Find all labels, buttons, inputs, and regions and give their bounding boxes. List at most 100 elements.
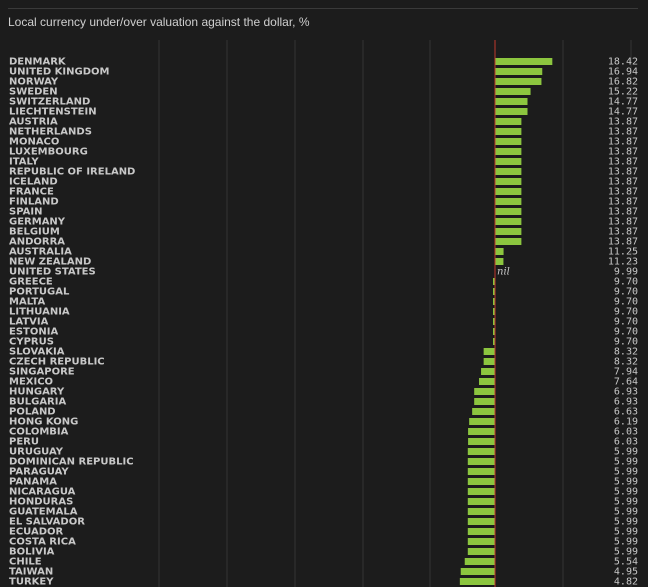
bar-australia	[495, 248, 504, 255]
bar-paraguay	[467, 468, 495, 475]
category-label: NICARAGUA	[9, 487, 76, 498]
bar-el-salvador	[467, 518, 495, 525]
value-label: 13.87	[608, 227, 638, 238]
value-label: 13.87	[608, 157, 638, 168]
value-label: 5.99	[614, 537, 638, 548]
value-label: 8.32	[614, 347, 638, 358]
category-label: UNITED KINGDOM	[9, 67, 109, 78]
bar-taiwan	[460, 568, 495, 575]
category-label: ANDORRA	[9, 237, 65, 248]
category-label: AUSTRALIA	[9, 247, 72, 258]
category-label: SPAIN	[9, 207, 42, 218]
value-label: 13.87	[608, 177, 638, 188]
bar-estonia	[493, 328, 496, 335]
value-label: 6.93	[614, 397, 638, 408]
value-label: 9.70	[614, 337, 638, 348]
value-label: 16.94	[608, 67, 638, 78]
bar-netherlands	[495, 128, 522, 135]
category-label: PARAGUAY	[9, 467, 69, 478]
bar-singapore	[481, 368, 495, 375]
bar-honduras	[467, 498, 495, 505]
chart-title: Local currency under/over valuation agai…	[8, 15, 310, 29]
value-label: 13.87	[608, 137, 638, 148]
category-label: LIECHTENSTEIN	[9, 107, 97, 118]
category-label: TAIWAN	[9, 567, 53, 578]
bar-peru	[468, 438, 495, 445]
category-label: SINGAPORE	[9, 367, 75, 378]
category-label: FINLAND	[9, 197, 59, 208]
bar-germany	[495, 218, 522, 225]
bar-belgium	[495, 228, 522, 235]
value-label: 7.94	[614, 367, 638, 378]
category-label: PORTUGAL	[9, 287, 70, 298]
value-label: 9.70	[614, 287, 638, 298]
bar-nicaragua	[467, 488, 495, 495]
category-label: DENMARK	[9, 57, 67, 68]
category-label: DOMINICAN REPUBLIC	[9, 457, 134, 468]
category-label: REPUBLIC OF IRELAND	[9, 167, 135, 178]
value-label: 6.93	[614, 387, 638, 398]
value-label: 6.63	[614, 407, 638, 418]
value-label: 9.70	[614, 327, 638, 338]
bar-france	[495, 188, 522, 195]
value-label: 5.99	[614, 447, 638, 458]
reference-label: nil	[497, 267, 510, 278]
category-label: FRANCE	[9, 187, 54, 198]
category-label: HONDURAS	[9, 497, 73, 508]
bar-costa-rica	[467, 538, 495, 545]
bar-mexico	[479, 378, 495, 385]
category-label: MALTA	[9, 297, 45, 308]
bar-republic-of-ireland	[495, 168, 522, 175]
value-label: 9.70	[614, 277, 638, 288]
value-label: 4.82	[614, 577, 638, 587]
category-label: PANAMA	[9, 477, 57, 488]
category-label: UNITED STATES	[9, 267, 96, 278]
bar-hong-kong	[469, 418, 495, 425]
bar-poland	[472, 408, 495, 415]
value-label: 6.03	[614, 427, 638, 438]
value-label: 11.25	[608, 247, 638, 258]
category-label: URUGUAY	[9, 447, 64, 458]
category-label: COLOMBIA	[9, 427, 69, 438]
bar-norway	[495, 78, 542, 85]
bar-cyprus	[493, 338, 496, 345]
bar-bulgaria	[474, 398, 495, 405]
bar-monaco	[495, 138, 522, 145]
value-label: 9.99	[614, 267, 638, 278]
bar-united-kingdom	[495, 68, 543, 75]
bar-guatemala	[467, 508, 495, 515]
bar-hungary	[474, 388, 495, 395]
bar-malta	[493, 298, 496, 305]
category-label: BULGARIA	[9, 397, 66, 408]
bar-greece	[493, 278, 496, 285]
category-label: COSTA RICA	[9, 537, 76, 548]
value-label: 5.99	[614, 507, 638, 518]
bar-slovakia	[483, 348, 495, 355]
bar-denmark	[495, 58, 553, 65]
category-label: PERU	[9, 437, 39, 448]
bar-uruguay	[467, 448, 495, 455]
value-label: 5.99	[614, 547, 638, 558]
value-label: 13.87	[608, 207, 638, 218]
value-label: 15.22	[608, 87, 638, 98]
bar-liechtenstein	[495, 108, 528, 115]
category-label: NEW ZEALAND	[9, 257, 91, 268]
category-label: HUNGARY	[9, 387, 65, 398]
category-label: LATVIA	[9, 317, 49, 328]
bar-portugal	[493, 288, 496, 295]
category-label: TURKEY	[9, 577, 54, 587]
value-label: 9.70	[614, 317, 638, 328]
category-label: LITHUANIA	[9, 307, 70, 318]
bar-latvia	[493, 318, 496, 325]
value-label: 13.87	[608, 187, 638, 198]
bar-czech-republic	[483, 358, 495, 365]
category-label: CYPRUS	[9, 337, 54, 348]
category-label: SWITZERLAND	[9, 97, 90, 108]
value-label: 5.54	[614, 557, 638, 568]
bar-chile	[464, 558, 495, 565]
bar-ecuador	[467, 528, 495, 535]
value-label: 18.42	[608, 57, 638, 68]
value-label: 13.87	[608, 217, 638, 228]
value-label: 13.87	[608, 147, 638, 158]
bar-italy	[495, 158, 522, 165]
